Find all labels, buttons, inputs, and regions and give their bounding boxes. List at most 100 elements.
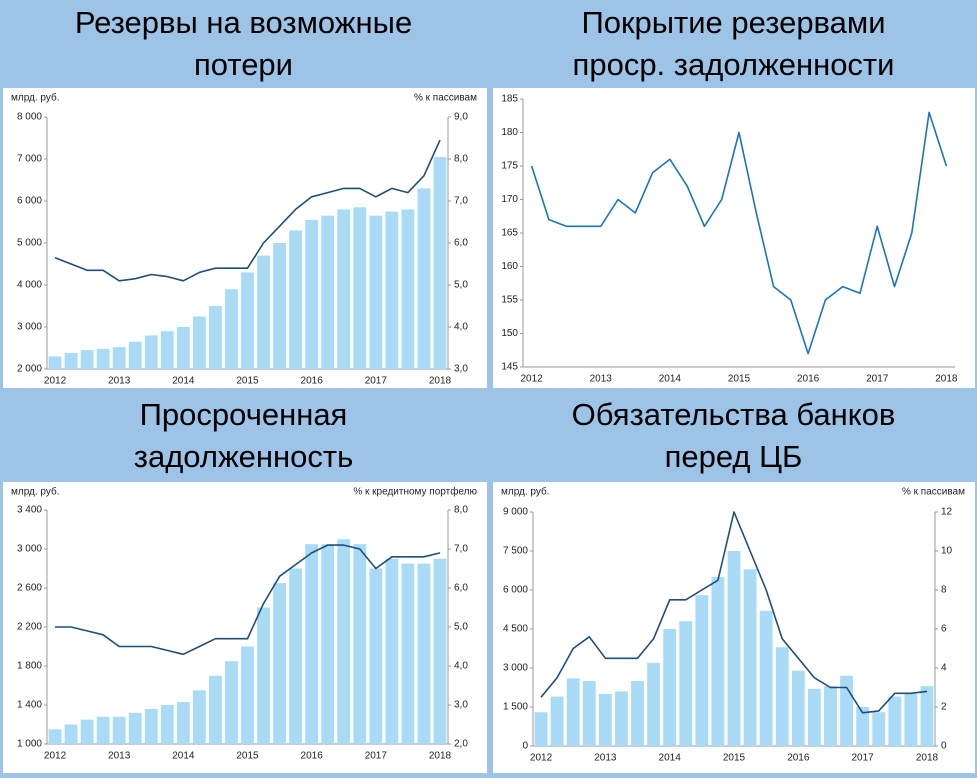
bar	[112, 716, 126, 744]
y2-tick-label: 10	[941, 546, 953, 557]
bar	[840, 675, 853, 746]
bar	[920, 686, 934, 746]
bar	[417, 563, 431, 744]
chart: млрд. руб. % к пассивам 2 000 3 000 4 000 5 0…	[11, 92, 477, 387]
bar	[321, 544, 335, 744]
x-tick-label: 2014	[659, 374, 682, 385]
bar	[807, 688, 821, 746]
bar	[128, 712, 142, 744]
x-tick-label: 2012	[530, 753, 553, 764]
y-tick-label: 2 200	[17, 622, 42, 633]
axis-title: % к пассивам	[902, 487, 965, 498]
y2-tick-label: 8	[941, 585, 947, 596]
x-tick-label: 2015	[236, 376, 259, 387]
bar	[647, 662, 661, 746]
y-tick-label: 2 600	[17, 583, 42, 594]
bar	[64, 353, 78, 369]
bar	[192, 316, 206, 369]
x-tick-label: 2017	[365, 376, 388, 387]
bar	[888, 696, 902, 746]
bar	[385, 558, 399, 744]
bar	[401, 563, 415, 744]
bar	[321, 215, 335, 369]
x-tick-label: 2016	[301, 751, 324, 762]
y2-tick-label: 4,0	[454, 661, 468, 672]
x-tick-label: 2012	[521, 374, 544, 385]
bar	[128, 341, 142, 369]
y-tick-label: 2 000	[17, 364, 42, 375]
y-tick-label: 185	[501, 94, 518, 105]
y-tick-label: 9 000	[503, 507, 528, 518]
y2-tick-label: 6	[941, 624, 947, 635]
x-tick-label: 2017	[866, 374, 889, 385]
chart: млрд. руб. % к пассивам 0 1 500 3 000 4 500 6 …	[501, 486, 965, 764]
bar	[679, 621, 693, 746]
bar	[566, 678, 580, 746]
bar	[192, 690, 206, 744]
bar	[176, 702, 190, 744]
bar	[534, 712, 548, 746]
line-series	[54, 139, 441, 282]
bar	[872, 712, 886, 746]
bar	[80, 719, 94, 744]
bar	[711, 577, 725, 746]
y2-tick-label: 4,0	[454, 322, 468, 333]
bar	[385, 211, 399, 369]
bar	[433, 558, 447, 744]
bar	[856, 707, 870, 746]
bar	[353, 544, 367, 744]
bar	[209, 306, 222, 369]
bar	[144, 335, 158, 369]
x-tick-label: 2018	[429, 376, 452, 387]
y-tick-label: 4 500	[503, 624, 528, 635]
bar	[48, 729, 62, 744]
bar	[353, 207, 367, 369]
x-tick-label: 2017	[852, 753, 875, 764]
chart-title: Просроченная задолженность	[133, 397, 354, 474]
y-tick-label: 8 000	[17, 112, 42, 123]
bar	[727, 551, 741, 746]
x-tick-label: 2012	[44, 376, 67, 387]
y-tick-label: 165	[501, 228, 518, 239]
y-tick-label: 1 400	[17, 700, 42, 711]
x-tick-label: 2013	[590, 374, 613, 385]
chart-title: Резервы на возможные потери	[74, 5, 413, 82]
bar	[337, 209, 351, 369]
x-tick-label: 2013	[108, 376, 131, 387]
y2-tick-label: 12	[941, 507, 953, 518]
chart-title: Обязательства банков перед ЦБ	[571, 397, 896, 474]
y2-tick-label: 7,0	[454, 196, 468, 207]
y-tick-label: 3 400	[17, 505, 42, 516]
header: Резервы на возможные потери	[0, 0, 487, 88]
bar	[369, 215, 383, 369]
x-tick-label: 2017	[365, 751, 388, 762]
x-tick-label: 2014	[172, 751, 195, 762]
axis-title: млрд. руб.	[11, 92, 60, 104]
bar	[305, 219, 319, 369]
bar	[305, 544, 319, 744]
bar	[824, 686, 837, 746]
x-tick-label: 2018	[916, 753, 939, 764]
bar	[160, 331, 174, 369]
y2-tick-label: 2,0	[454, 739, 468, 750]
y2-tick-label: 3,0	[454, 364, 468, 375]
axis-title: млрд. руб.	[11, 486, 60, 498]
y-tick-label: 5 000	[17, 238, 42, 249]
bar	[337, 539, 351, 744]
bar	[433, 156, 447, 369]
y-tick-label: 0	[522, 741, 528, 752]
bar	[417, 188, 431, 369]
bar	[598, 694, 612, 746]
x-tick-label: 2015	[723, 753, 746, 764]
bar	[289, 568, 303, 744]
chart-title: Покрытие резервами проср. задолженности	[572, 5, 895, 82]
y-tick-label: 180	[501, 127, 518, 138]
y-tick-label: 1 800	[17, 661, 42, 672]
bar	[160, 705, 174, 744]
bar	[775, 647, 789, 746]
header: Просроченная задолженность	[0, 392, 487, 480]
bar	[96, 348, 110, 369]
bar	[225, 289, 238, 369]
x-tick-label: 2012	[44, 751, 67, 762]
